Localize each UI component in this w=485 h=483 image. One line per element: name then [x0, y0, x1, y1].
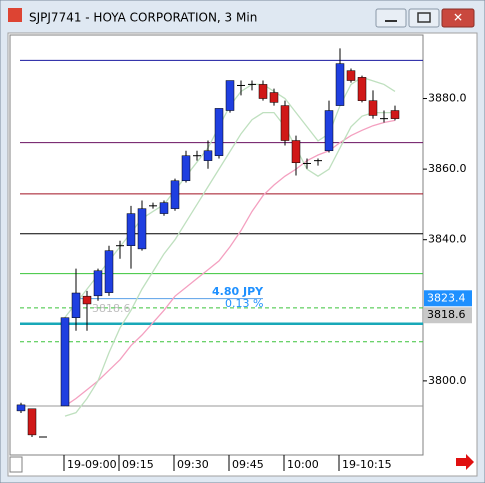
candle-body — [214, 108, 224, 156]
candle-body — [280, 105, 290, 141]
annotation: 0.13 % — [225, 297, 263, 310]
candle-body — [93, 270, 103, 297]
candle-body — [203, 150, 213, 161]
candle-body — [225, 80, 235, 111]
candle-body — [357, 77, 367, 101]
candle-body — [159, 202, 169, 214]
price-label: 3818.6 — [427, 308, 466, 321]
candle-body — [258, 84, 268, 99]
price-label-box — [424, 290, 472, 307]
price-label: 3823.4 — [427, 291, 466, 304]
plot-frame — [9, 34, 424, 456]
y-tick-label: 3800.0 — [428, 374, 467, 387]
indicator-line — [64, 111, 395, 417]
x-tick-label: 09:30 — [177, 458, 209, 471]
minimize-button[interactable] — [375, 8, 407, 28]
x-tick-label: 19-10:15 — [342, 458, 392, 471]
y-tick-label: 3840.0 — [428, 233, 467, 246]
candle-body — [390, 110, 400, 119]
app-icon — [8, 8, 22, 22]
corner-box[interactable] — [9, 456, 23, 473]
window-title: SJPJ7741 - HOYA CORPORATION, 3 Min — [29, 11, 257, 25]
annotation: 3818.6 — [92, 302, 131, 315]
candle-body — [181, 155, 191, 182]
candle-body — [269, 92, 279, 103]
close-button[interactable] — [441, 8, 475, 28]
candle-body — [324, 110, 334, 152]
close-icon: ✕ — [453, 11, 463, 25]
candle-body — [104, 250, 114, 293]
candle-body — [170, 180, 180, 209]
maximize-button[interactable] — [408, 8, 440, 28]
indicator-line — [64, 119, 396, 407]
maximize-icon — [417, 12, 431, 23]
x-tick-label: 10:00 — [287, 458, 319, 471]
candle-body — [291, 140, 301, 164]
scroll-arrow[interactable] — [456, 454, 474, 470]
candle-body — [126, 213, 136, 246]
y-tick-label: 3860.0 — [428, 162, 467, 175]
x-tick-label: 09:15 — [122, 458, 154, 471]
candle-body — [335, 63, 345, 106]
x-tick-label: 19-09:00 — [67, 458, 117, 471]
x-tick-label: 09:45 — [232, 458, 264, 471]
price-label-box — [424, 307, 472, 324]
candle-body — [27, 408, 37, 436]
candle-body — [368, 100, 378, 116]
candle-body — [60, 317, 70, 407]
annotation: 4.80 JPY — [212, 285, 264, 298]
y-tick-label: 3880.0 — [428, 92, 467, 105]
candle-body — [71, 292, 81, 318]
candle-body — [346, 70, 356, 81]
candle-body — [82, 295, 92, 305]
candle-body — [137, 208, 147, 250]
candle-body — [16, 404, 26, 412]
